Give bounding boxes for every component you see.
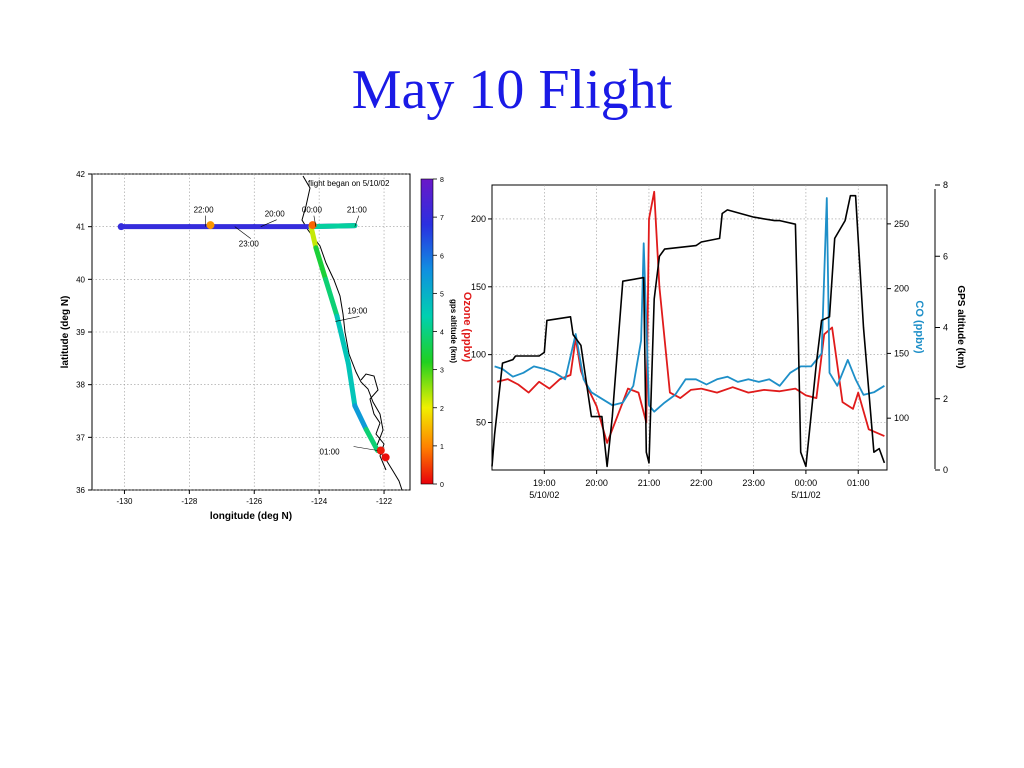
time-label: 20:00 bbox=[265, 210, 286, 219]
ozone-tick-label: 50 bbox=[476, 418, 486, 428]
time-label-leader bbox=[354, 215, 360, 227]
map-x-tick-label: -126 bbox=[246, 497, 263, 506]
ts-x-tick-label: 22:00 bbox=[690, 478, 713, 488]
map-y-axis-label: latitude (deg N) bbox=[60, 296, 71, 369]
co-series-line bbox=[494, 197, 885, 413]
co-tick-label: 200 bbox=[894, 284, 909, 294]
track-start-point bbox=[117, 223, 125, 231]
map-y-tick-label: 39 bbox=[76, 328, 85, 337]
colorbar-tick-label: 8 bbox=[440, 177, 444, 184]
track-marker bbox=[376, 446, 385, 455]
time-label: 19:00 bbox=[347, 306, 368, 315]
ozone-tick-label: 150 bbox=[471, 282, 486, 292]
colorbar-ticks: 0 1 2 3 4 5 6 7 8 bbox=[433, 177, 444, 489]
time-label-leader bbox=[260, 219, 277, 227]
colorbar-label: gps altitude (km) bbox=[449, 299, 458, 363]
altitude-tick-label: 4 bbox=[943, 323, 948, 333]
ts-series bbox=[491, 190, 886, 468]
colorbar-tick-label: 5 bbox=[440, 291, 444, 298]
co-tick-label: 150 bbox=[894, 348, 909, 358]
track-marker bbox=[308, 221, 317, 230]
map-x-tick-label: -122 bbox=[376, 497, 393, 506]
ts-date-label: 5/11/02 bbox=[791, 490, 820, 500]
time-label: 01:00 bbox=[320, 448, 341, 457]
map-axis-ticks: -130 -128 -126 -124 -122 36 37 38 39 40 41 42 bbox=[76, 170, 393, 506]
co-tick-label: 100 bbox=[894, 413, 909, 423]
ozone-tick-label: 200 bbox=[471, 214, 486, 224]
ts-x-tick-label: 23:00 bbox=[742, 478, 765, 488]
ts-x-tick-label: 19:00 bbox=[533, 478, 556, 488]
ts-x-tick-label: 01:00 bbox=[847, 478, 870, 488]
ts-x-tick-label: 00:00 bbox=[795, 478, 818, 488]
map-x-axis-label: longitude (deg N) bbox=[210, 511, 292, 522]
altitude-series-line bbox=[491, 194, 886, 468]
map-y-tick-label: 37 bbox=[76, 433, 85, 442]
map-y-tick-label: 38 bbox=[76, 381, 85, 390]
timeseries-chart: 19:00 20:00 21:00 22:00 23:00 00:00 01:00 5/10/… bbox=[461, 180, 966, 500]
map-y-tick-label: 40 bbox=[76, 275, 85, 284]
flight-track bbox=[117, 221, 390, 462]
map-y-tick-label: 42 bbox=[76, 170, 85, 179]
time-label-leader bbox=[335, 316, 360, 322]
track-segment bbox=[308, 224, 319, 251]
ts-x-tick-label: 20:00 bbox=[585, 478, 608, 488]
track-segment bbox=[313, 245, 329, 282]
map-x-tick-label: -128 bbox=[181, 497, 198, 506]
time-label: 23:00 bbox=[239, 240, 260, 249]
ts-x-tick-label: 21:00 bbox=[638, 478, 661, 488]
track-segment bbox=[352, 403, 369, 432]
track-segment bbox=[363, 426, 381, 453]
map-annotation: flight began on 5/10/02 bbox=[308, 179, 390, 188]
ts-axis-ticks: 19:00 20:00 21:00 22:00 23:00 00:00 01:00 5/10/… bbox=[471, 180, 948, 500]
ozone-tick-label: 100 bbox=[471, 350, 486, 360]
colorbar-tick-label: 7 bbox=[440, 215, 444, 222]
map-y-tick-label: 36 bbox=[76, 486, 85, 495]
time-label-leader bbox=[234, 226, 251, 239]
time-label-leader bbox=[353, 446, 378, 451]
colorbar-tick-label: 0 bbox=[440, 482, 444, 489]
altitude-tick-label: 8 bbox=[943, 180, 948, 190]
track-marker bbox=[381, 453, 390, 462]
colorbar-tick-label: 2 bbox=[440, 406, 444, 413]
map-time-labels: 22:00 20:00 23:00 00:00 21:00 19:00 01:00 bbox=[194, 206, 378, 457]
ozone-axis-label: Ozone (ppbv) bbox=[461, 292, 473, 363]
track-segment bbox=[308, 223, 358, 230]
track-segment bbox=[323, 276, 340, 319]
colorbar-tick-label: 4 bbox=[440, 330, 444, 337]
colorbar-tick-label: 6 bbox=[440, 253, 444, 260]
track-marker bbox=[206, 221, 215, 230]
colorbar bbox=[420, 178, 434, 485]
time-label: 00:00 bbox=[302, 206, 323, 215]
map-x-tick-label: -130 bbox=[116, 497, 133, 506]
track-segment bbox=[345, 361, 358, 409]
time-label-leader bbox=[313, 215, 317, 227]
time-label: 22:00 bbox=[194, 206, 215, 215]
ts-date-label: 5/10/02 bbox=[529, 490, 559, 500]
colorbar-tick-label: 1 bbox=[440, 444, 444, 451]
colorbar-tick-label: 3 bbox=[440, 368, 444, 375]
slide-title: May 10 Flight bbox=[351, 59, 673, 121]
altitude-axis-label: GPS altitude (km) bbox=[955, 285, 966, 368]
co-tick-label: 250 bbox=[894, 219, 909, 229]
map-x-tick-label: -124 bbox=[311, 497, 328, 506]
altitude-tick-label: 0 bbox=[943, 465, 948, 475]
map-y-tick-label: 41 bbox=[76, 223, 85, 232]
altitude-tick-label: 6 bbox=[943, 251, 948, 261]
track-segment bbox=[334, 313, 351, 367]
altitude-tick-label: 2 bbox=[943, 394, 948, 404]
co-axis-label: CO (ppbv) bbox=[913, 300, 925, 353]
time-label: 21:00 bbox=[347, 206, 368, 215]
